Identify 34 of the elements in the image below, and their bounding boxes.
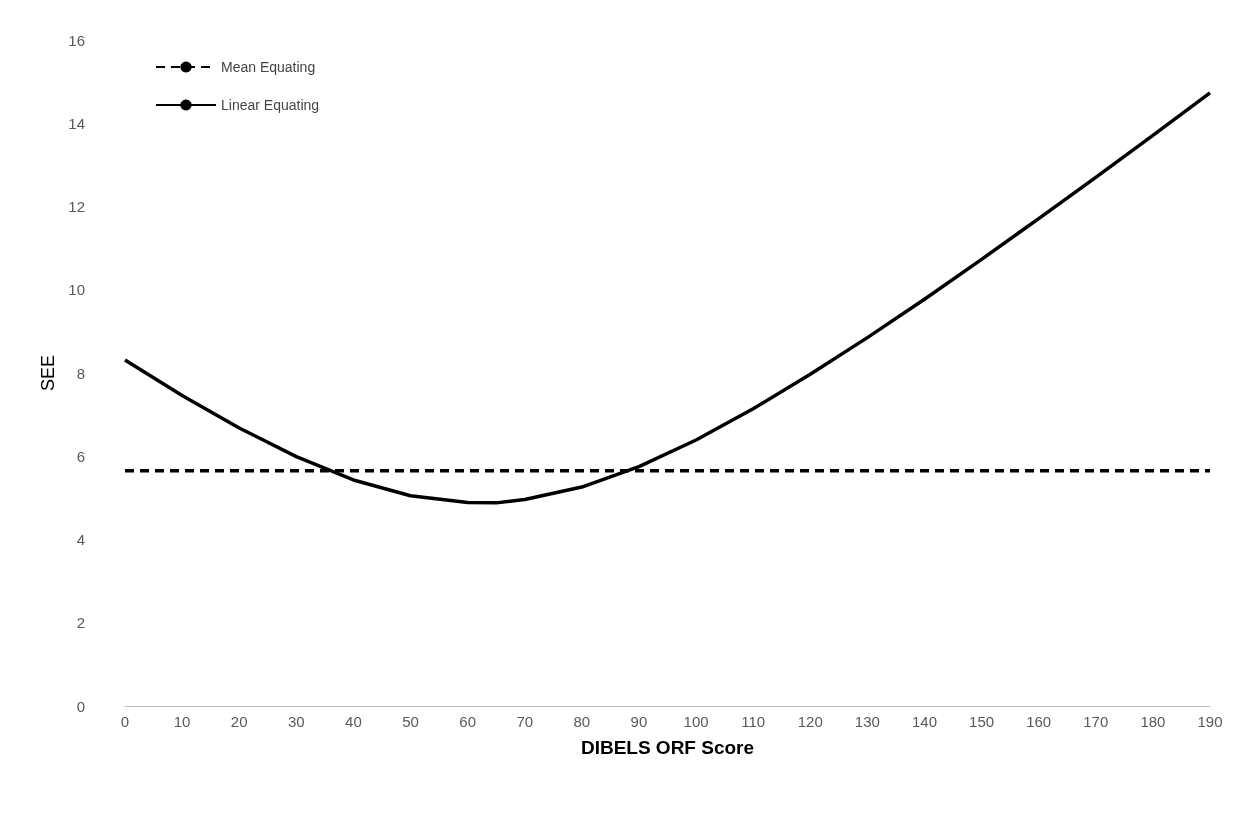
- y-tick-label: 6: [76, 447, 85, 465]
- y-tick-label: 2: [76, 614, 85, 632]
- x-tick-label: 130: [854, 713, 880, 730]
- x-tick-label: 110: [741, 713, 766, 730]
- x-tick-label: 180: [1140, 713, 1166, 730]
- x-tick-label: 60: [459, 713, 476, 730]
- y-axis-title: SEE: [38, 354, 58, 392]
- y-tick-label: 10: [68, 281, 85, 299]
- y-tick-label: 16: [68, 31, 85, 49]
- x-tick-label: 170: [1083, 713, 1109, 730]
- x-tick-label: 190: [1197, 713, 1223, 730]
- y-tick-label: 0: [76, 697, 85, 715]
- x-tick-label: 0: [120, 713, 130, 730]
- x-axis-title: DIBELS ORF Score: [580, 737, 755, 758]
- x-tick-label: 90: [630, 713, 648, 730]
- legend-label: Mean Equating: [221, 59, 316, 75]
- x-tick-label: 150: [969, 713, 995, 730]
- line-series: [123, 91, 1212, 505]
- y-tick-label: 4: [76, 531, 85, 548]
- x-tick-label: 10: [173, 713, 191, 730]
- x-tick-label: 80: [573, 713, 591, 730]
- y-tick-label: 14: [68, 114, 85, 132]
- x-tick-label: 160: [1026, 713, 1052, 730]
- x-tick-label: 40: [345, 713, 362, 730]
- x-tick-label: 50: [402, 713, 419, 730]
- x-tick-label: 20: [230, 713, 248, 730]
- x-tick-label: 70: [516, 713, 534, 730]
- x-tick-label: 120: [797, 713, 823, 730]
- legend-label: Linear Equating: [221, 97, 320, 113]
- x-tick-label: 100: [683, 713, 709, 730]
- y-tick-label: 8: [76, 364, 85, 382]
- x-tick-label: 140: [911, 713, 937, 730]
- x-tick-label: 30: [287, 713, 305, 730]
- y-tick-label: 12: [68, 198, 85, 215]
